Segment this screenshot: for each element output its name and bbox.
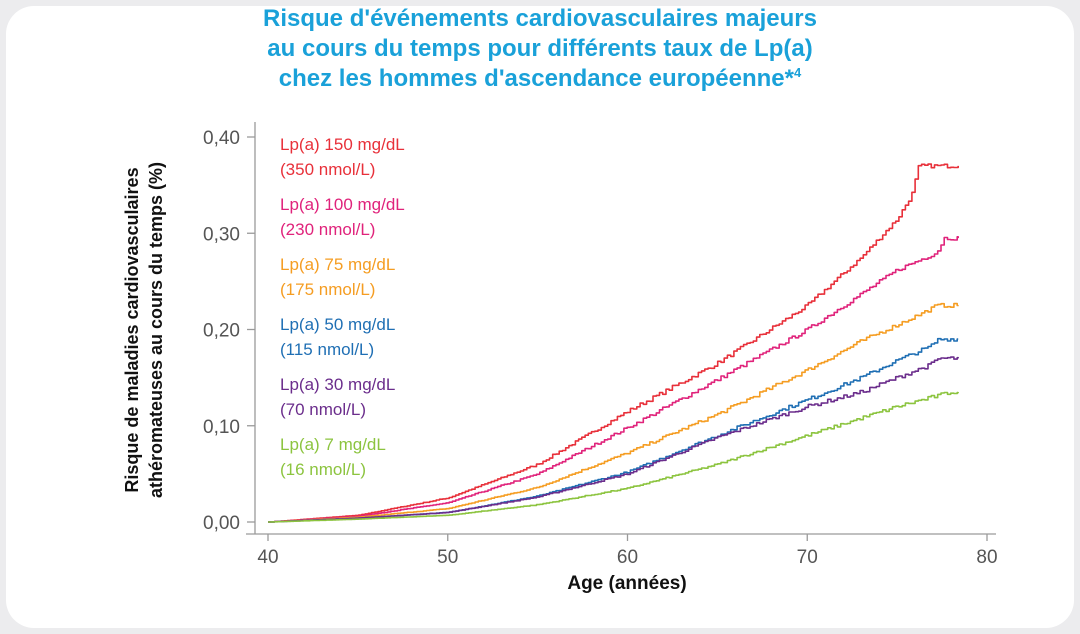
y-tick-label: 0,00 [203,513,240,534]
legend-sublabel-3: (115 nmol/L) [280,340,374,359]
x-tick-label: 60 [617,547,638,568]
legend-label-1: Lp(a) 100 mg/dL [280,195,405,214]
y-tick-label: 0,40 [203,128,240,149]
series-group [268,163,959,523]
axes-group: 40 50 60 70 80 0,00 0,10 0,20 0,30 0,40 [203,122,998,568]
x-tick-label: 80 [976,547,997,568]
y-axis-label-line-1: Risque de maladies cardiovasculaires [122,167,142,492]
legend-label-2: Lp(a) 75 mg/dL [280,255,395,274]
legend-label-4: Lp(a) 30 mg/dL [280,375,395,394]
series-line-3 [268,337,959,523]
y-tick-label: 0,20 [203,321,240,342]
legend-group: Lp(a) 150 mg/dL (350 nmol/L) Lp(a) 100 mg/… [280,135,405,479]
legend-sublabel-2: (175 nmol/L) [280,280,375,299]
legend-label-3: Lp(a) 50 mg/dL [280,315,395,334]
x-axis-label: Age (années) [567,573,686,594]
series-line-2 [268,302,959,523]
legend-label-0: Lp(a) 150 mg/dL [280,135,405,154]
series-line-0 [268,163,959,523]
title-line-1: Risque d'événements cardiovasculaires ma… [263,5,817,32]
series-line-4 [268,356,959,523]
y-tick-label: 0,10 [203,417,240,438]
title-line-3: chez les hommes d'ascendance européenne*… [0,64,1080,94]
legend-sublabel-0: (350 nmol/L) [280,160,375,179]
series-line-5 [268,391,959,523]
chart-card [6,6,1074,628]
legend-sublabel-1: (230 nmol/L) [280,220,375,239]
title-line-3-text: chez les hommes d'ascendance européenne* [278,65,794,92]
x-tick-label: 40 [257,547,278,568]
x-tick-label: 50 [437,547,458,568]
series-line-1 [268,236,959,523]
legend-sublabel-4: (70 nmol/L) [280,400,366,419]
y-axis-label-line-2: athéromateuses au cours du temps (%) [146,162,166,498]
title-line-2: au cours du temps pour différents taux d… [267,35,813,62]
x-tick-label: 70 [797,547,818,568]
chart-title: Risque d'événements cardiovasculaires ma… [0,4,1080,94]
legend-sublabel-5: (16 nmol/L) [280,460,366,479]
title-superscript: 4 [794,65,802,80]
y-tick-label: 0,30 [203,224,240,245]
legend-label-5: Lp(a) 7 mg/dL [280,435,386,454]
